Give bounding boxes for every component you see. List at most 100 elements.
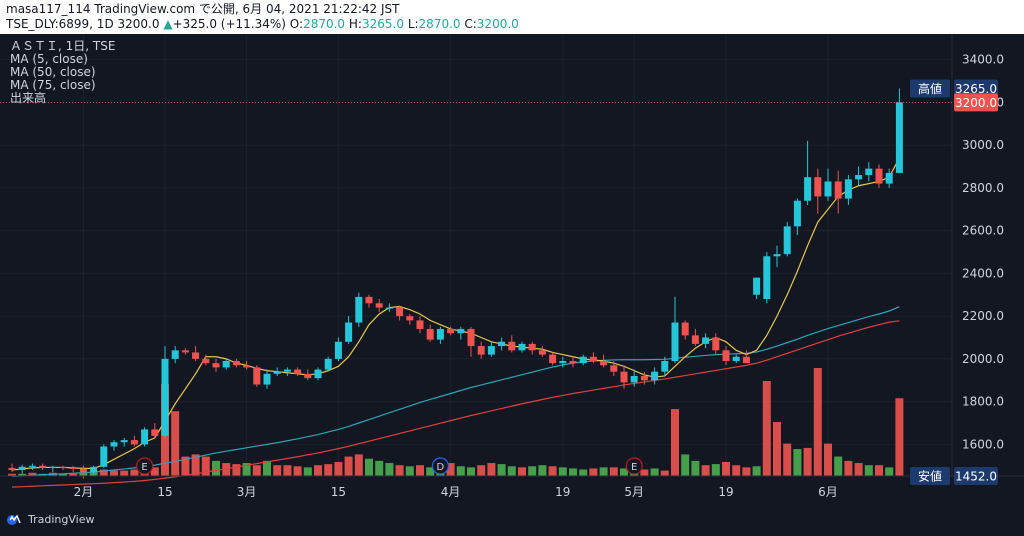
volume-bar	[212, 460, 220, 476]
candle-body	[192, 352, 200, 359]
candle	[569, 356, 577, 368]
volume-bar	[783, 443, 792, 476]
volume-bar	[691, 460, 700, 476]
candle	[90, 465, 98, 475]
candle-body	[345, 322, 353, 342]
candle-body	[742, 356, 750, 364]
volume-bar	[252, 465, 261, 476]
candle-body	[283, 369, 291, 372]
volume-bar	[487, 463, 496, 476]
candle	[181, 348, 189, 355]
volume-bar	[222, 463, 231, 476]
volume-bar	[405, 466, 414, 476]
volume-bar	[701, 465, 710, 476]
candle	[8, 463, 16, 473]
candle-body	[681, 322, 689, 336]
time-tick-label: 6月	[818, 485, 838, 499]
candle	[875, 164, 883, 188]
candle	[314, 367, 322, 381]
volume-bar	[844, 460, 853, 476]
volume-bar	[110, 470, 118, 476]
volume-bar	[28, 472, 37, 476]
legend-ma75[interactable]: MA (75, close)	[10, 78, 96, 92]
candle-body	[865, 168, 873, 176]
volume-bar	[324, 464, 333, 476]
candle-body	[365, 296, 373, 304]
event-marker-circle	[136, 457, 154, 475]
candle	[518, 341, 526, 353]
volume-bar	[365, 458, 373, 476]
high-price-tag: 3265.0	[955, 82, 997, 96]
candle	[589, 352, 597, 364]
volume-bar	[283, 465, 292, 476]
volume-bar	[467, 467, 475, 476]
legend-ma50[interactable]: MA (50, close)	[10, 65, 96, 79]
candle-body	[141, 429, 149, 445]
time-tick-label: 3月	[237, 485, 257, 499]
candle	[253, 365, 261, 387]
last-price-tag: 3200.0	[955, 96, 997, 110]
candle	[426, 324, 434, 342]
price-tick-label: 3000.0	[962, 138, 1004, 152]
volume-bar	[99, 469, 108, 476]
candle	[151, 422, 159, 438]
legend-title: ＡＳＴＩ, 1日, TSE	[10, 39, 116, 53]
candle	[814, 168, 822, 214]
last-price-tag-bg	[954, 93, 998, 112]
legend-ma5[interactable]: MA (5, close)	[10, 52, 88, 66]
event-marker[interactable]: D	[431, 457, 449, 475]
volume-bar	[671, 409, 679, 476]
volume-bar	[293, 466, 302, 476]
candle-body	[110, 442, 118, 447]
candle-body	[294, 369, 302, 374]
candle-body	[90, 466, 98, 473]
candle-body	[406, 316, 414, 321]
event-marker[interactable]: E	[625, 457, 643, 475]
candle	[222, 358, 230, 370]
time-tick-label: 4月	[441, 485, 461, 499]
candle-body	[171, 350, 179, 359]
close-value: 3200.0	[476, 17, 519, 31]
candle	[69, 465, 77, 473]
candle	[773, 245, 781, 267]
volume-bar	[864, 465, 873, 476]
volume-bar	[232, 464, 241, 476]
price-tick-label: 1800.0	[962, 395, 1004, 409]
candle-body	[100, 446, 108, 467]
candle-body	[457, 328, 465, 334]
legend-volume[interactable]: 出来高	[10, 91, 47, 105]
candle	[355, 292, 363, 327]
open-label: O:	[289, 17, 304, 31]
candle-body	[222, 361, 230, 368]
candle-body	[151, 429, 159, 436]
candle-body	[59, 466, 67, 468]
volume-bar	[395, 465, 404, 476]
candle-body	[712, 337, 720, 351]
volume-bar	[273, 465, 282, 476]
candle-body	[569, 361, 577, 364]
candle-body	[610, 365, 618, 372]
low-price-tag: 1452.0	[955, 470, 997, 484]
candle-body	[385, 307, 393, 309]
candle	[334, 337, 342, 362]
candle	[212, 358, 220, 372]
candle-body	[630, 375, 638, 383]
volume-bar	[732, 465, 741, 476]
tradingview-brand[interactable]: TradingView	[6, 513, 94, 526]
event-marker-label: E	[631, 462, 637, 473]
candle-body	[793, 200, 801, 227]
candle	[528, 341, 536, 355]
high-label-tag-bg	[910, 79, 950, 98]
event-marker[interactable]: E	[136, 457, 154, 475]
candle	[549, 352, 557, 366]
price-tick-label: 3400.0	[962, 53, 1004, 67]
volume-bar	[742, 467, 751, 476]
event-marker-circle	[431, 457, 449, 475]
volume-bar	[762, 380, 771, 476]
close-label: C:	[464, 17, 477, 31]
candle-body	[763, 256, 771, 300]
candle-body	[589, 356, 597, 362]
candle	[375, 299, 383, 312]
candle	[263, 369, 271, 389]
price-chart[interactable]: E D E 3400.0 3200.0 3000.0 2800.0 2600.0 2400.0…	[0, 34, 1024, 508]
